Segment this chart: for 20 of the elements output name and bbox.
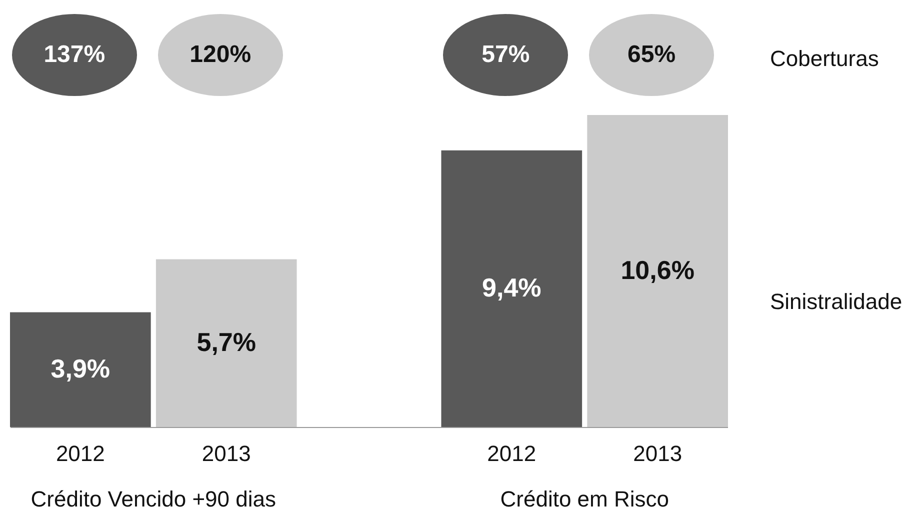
text: 57% <box>482 41 530 69</box>
data-label: 5,7% <box>196 327 256 358</box>
bar <box>156 259 297 427</box>
text: 2013 <box>633 441 682 466</box>
data-label: 10,6% <box>620 255 694 285</box>
text: Coberturas <box>770 46 879 72</box>
text: Sinistralidade <box>770 289 902 316</box>
text: 65% <box>628 41 676 69</box>
text: 120% <box>190 41 252 69</box>
x-tick-label: Crédito em Risco <box>500 486 669 512</box>
text: 2012 <box>487 441 536 466</box>
x-tick-label: Crédito Vencido +90 dias <box>30 486 276 512</box>
bar <box>587 115 728 427</box>
bar <box>441 150 582 427</box>
series-label: 2012 <box>56 441 105 466</box>
data-label: 3,9% <box>50 354 110 384</box>
series-label: 2013 <box>202 441 251 466</box>
bar <box>10 312 151 427</box>
text: 137% <box>44 41 106 69</box>
data-label: 9,4% <box>482 272 542 303</box>
